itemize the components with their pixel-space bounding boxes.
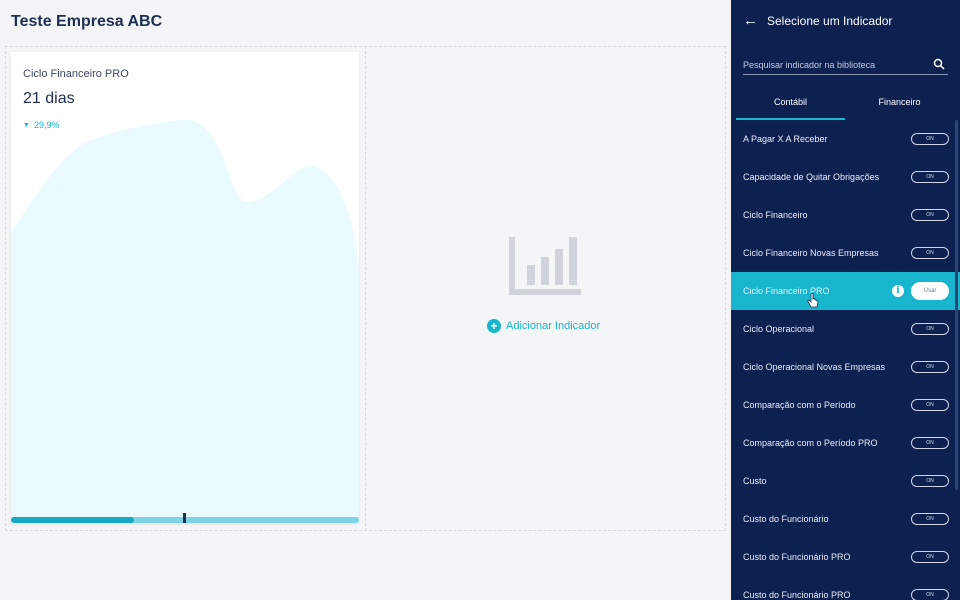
list-item[interactable]: Ciclo Financeiro ON [731,196,960,234]
list-item[interactable]: Custo do Funcionário ON [731,500,960,538]
card-title: Ciclo Financeiro PRO [23,68,129,80]
search-box [743,55,948,75]
indicator-card[interactable]: Ciclo Financeiro PRO 21 dias ▼ 29,9% [11,52,359,523]
item-toggle[interactable]: ON [911,437,949,449]
info-icon[interactable]: i [892,285,904,297]
item-toggle[interactable]: ON [911,247,949,259]
list-item[interactable]: Comparação com o Período ON [731,386,960,424]
add-indicator-label: Adicionar Indicador [506,320,601,332]
item-label: Ciclo Financeiro PRO [743,286,830,296]
item-label: Custo [743,476,767,486]
card-scrollbar[interactable] [11,513,359,523]
list-item[interactable]: Custo do Funcionário PRO ON [731,538,960,576]
list-item[interactable]: Ciclo Financeiro Novas Empresas ON [731,234,960,272]
card-trend: ▼ 29,9% [23,120,59,130]
item-toggle[interactable]: ON [911,399,949,411]
item-toggle[interactable]: ON [911,513,949,525]
add-indicator-button[interactable]: + Adicionar Indicador [487,319,600,333]
indicator-list: A Pagar X A Receber ON Capacidade de Qui… [731,120,960,600]
hand-cursor-icon [807,293,819,308]
search-icon[interactable] [933,58,945,70]
tab-contabil[interactable]: Contábil [736,87,845,120]
plus-circle-icon: + [487,319,501,333]
item-toggle[interactable]: ON [911,209,949,221]
list-item[interactable]: A Pagar X A Receber ON [731,120,960,158]
item-label: A Pagar X A Receber [743,134,828,144]
item-toggle[interactable]: ON [911,589,949,600]
indicator-panel: ← Selecione um Indicador Contábil Financ… [731,0,960,600]
item-label: Comparação com o Período [743,400,856,410]
item-label: Custo do Funcionário PRO [743,590,851,600]
bar-chart-placeholder-icon [509,237,581,295]
item-label: Custo do Funcionário [743,514,829,524]
item-label: Capacidade de Quitar Obrigações [743,172,880,182]
trend-value: 29,9% [33,120,60,130]
area-chart-fill [11,119,359,523]
item-toggle[interactable]: ON [911,171,949,183]
item-toggle[interactable]: ON [911,475,949,487]
item-label: Ciclo Operacional Novas Empresas [743,362,886,372]
item-label: Ciclo Financeiro [743,210,808,220]
list-item-hovered[interactable]: Ciclo Financeiro PRO i Usar [731,272,960,310]
trend-down-icon: ▼ [23,121,30,129]
item-toggle[interactable]: ON [911,361,949,373]
search-input[interactable] [743,56,928,74]
card-scroll-thumb[interactable] [11,517,134,523]
item-label: Ciclo Financeiro Novas Empresas [743,248,879,258]
item-toggle[interactable]: ON [911,323,949,335]
item-toggle[interactable]: ON [911,551,949,563]
list-item[interactable]: Custo do Funcionário PRO ON [731,576,960,600]
area-chart [11,119,359,523]
item-label: Comparação com o Período PRO [743,438,878,448]
item-label: Custo do Funcionário PRO [743,552,851,562]
use-button[interactable]: Usar [911,282,949,300]
arrow-left-icon[interactable]: ← [743,12,758,29]
panel-title: Selecione um Indicador [767,14,893,28]
list-item[interactable]: Ciclo Operacional ON [731,310,960,348]
panel-tabs: Contábil Financeiro [736,87,954,120]
card-scroll-marker [183,513,186,523]
item-label: Ciclo Operacional [743,324,815,334]
grid-divider [365,46,366,531]
list-item[interactable]: Comparação com o Período PRO ON [731,424,960,462]
panel-header: ← Selecione um Indicador [743,12,892,30]
tab-financeiro[interactable]: Financeiro [878,97,921,107]
empty-slot: + Adicionar Indicador [366,47,725,530]
page-title: Teste Empresa ABC [11,13,163,30]
list-item[interactable]: Ciclo Operacional Novas Empresas ON [731,348,960,386]
card-value: 21 dias [23,90,75,107]
list-item[interactable]: Capacidade de Quitar Obrigações ON [731,158,960,196]
panel-scrollbar[interactable] [955,120,958,490]
list-item[interactable]: Custo ON [731,462,960,500]
item-toggle[interactable]: ON [911,133,949,145]
